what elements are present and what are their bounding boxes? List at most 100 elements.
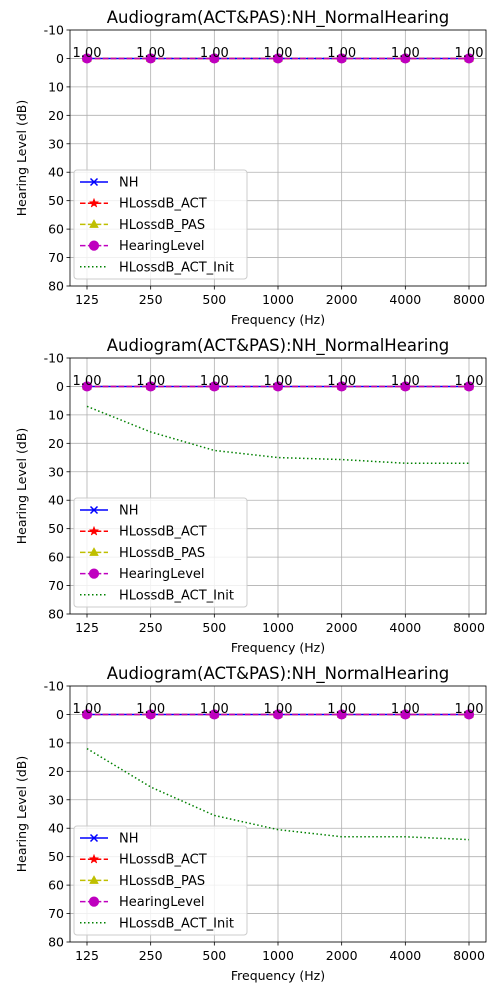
data-point <box>463 381 475 392</box>
chart-panel: Audiogram(ACT&PAS):NH_NormalHearing-1001… <box>14 664 487 983</box>
x-tick-label: 1000 <box>262 292 294 307</box>
x-tick-label: 250 <box>139 292 163 307</box>
data-point <box>81 381 93 392</box>
y-tick-label: 0 <box>56 379 64 394</box>
marker-x-stroke <box>89 177 99 187</box>
y-tick-label: 40 <box>48 821 64 836</box>
legend-entry-label: HearingLevel <box>119 895 205 910</box>
y-tick-label: 30 <box>48 464 64 479</box>
legend-box <box>73 169 248 280</box>
x-tick-label: 8000 <box>453 292 485 307</box>
legend-entry-label: HLossdB_ACT_Init <box>119 916 234 931</box>
data-point <box>145 381 156 392</box>
x-tick-label: 500 <box>202 292 226 307</box>
legend-entry-label: HearingLevel <box>119 567 205 582</box>
plot-frame <box>69 29 487 287</box>
data-point <box>145 709 156 720</box>
data-label: 1.00 <box>455 374 484 389</box>
legend-entry-label: HLossdB_ACT <box>119 525 207 540</box>
y-tick-label: 10 <box>48 735 64 750</box>
data-label: 1.00 <box>264 374 293 389</box>
plot-frame <box>69 357 487 615</box>
data-label: 1.00 <box>391 702 420 717</box>
y-tick-label: 30 <box>48 792 64 807</box>
data-label: 1.00 <box>73 374 102 389</box>
y-tick-label: 40 <box>48 493 64 508</box>
data-point <box>209 709 220 720</box>
y-tick-label: 70 <box>48 250 64 265</box>
data-label: 1.00 <box>455 702 484 717</box>
legend-entry-label: HLossdB_ACT <box>119 853 207 868</box>
y-tick-label: 80 <box>48 279 64 294</box>
y-axis-label: Hearing Level (dB) <box>14 100 29 216</box>
legend-marker <box>88 896 100 907</box>
data-label: 1.00 <box>327 46 356 61</box>
legend-box <box>73 497 248 608</box>
data-point <box>463 53 475 64</box>
data-point <box>336 709 347 720</box>
x-tick-label: 8000 <box>453 948 485 963</box>
y-tick-label: 40 <box>48 165 64 180</box>
x-axis-label: Frequency (Hz) <box>231 312 325 327</box>
data-label: 1.00 <box>264 702 293 717</box>
x-tick-label: 4000 <box>389 948 421 963</box>
y-tick-label: 60 <box>48 222 64 237</box>
legend-marker <box>89 177 99 187</box>
legend-entry-label: HLossdB_PAS <box>119 546 205 561</box>
y-tick-label: -10 <box>44 351 64 366</box>
marker-x-stroke <box>89 833 99 843</box>
x-tick-label: 1000 <box>262 948 294 963</box>
legend-marker <box>89 833 99 843</box>
x-tick-label: 1000 <box>262 620 294 635</box>
data-label: 1.00 <box>391 374 420 389</box>
legend-marker <box>88 197 100 208</box>
x-tick-label: 4000 <box>389 292 421 307</box>
data-point <box>336 53 347 64</box>
y-tick-label: 80 <box>48 935 64 950</box>
legend: NH HLossdB_ACT HLossdB_PAS HearingLevel HLos… <box>73 497 248 608</box>
x-axis-label: Frequency (Hz) <box>231 640 325 655</box>
x-tick-label: 4000 <box>389 620 421 635</box>
legend-marker <box>88 568 100 579</box>
legend-entry-label: NH <box>119 832 139 847</box>
data-label: 1.00 <box>327 702 356 717</box>
y-tick-label: 10 <box>48 79 64 94</box>
y-tick-label: 20 <box>48 436 64 451</box>
legend-box <box>73 825 248 936</box>
data-label: 1.00 <box>327 374 356 389</box>
legend: NH HLossdB_ACT HLossdB_PAS HearingLevel HLos… <box>73 169 248 280</box>
y-tick-label: 50 <box>48 193 64 208</box>
x-tick-label: 250 <box>139 620 163 635</box>
y-tick-label: 80 <box>48 607 64 622</box>
x-tick-label: 125 <box>75 292 99 307</box>
data-label: 1.00 <box>200 702 229 717</box>
x-tick-label: 2000 <box>326 620 358 635</box>
x-tick-label: 8000 <box>453 620 485 635</box>
legend: NH HLossdB_ACT HLossdB_PAS HearingLevel HLos… <box>73 825 248 936</box>
series-line <box>86 405 469 464</box>
data-point <box>400 53 411 64</box>
x-tick-label: 500 <box>202 948 226 963</box>
data-point <box>81 709 93 720</box>
legend-entry-label: HLossdB_PAS <box>119 874 205 889</box>
data-point <box>145 53 156 64</box>
y-tick-label: 30 <box>48 136 64 151</box>
legend-marker <box>89 875 99 884</box>
data-point <box>81 53 93 64</box>
chart-title: Audiogram(ACT&PAS):NH_NormalHearing <box>107 8 450 28</box>
legend-entry-label: HLossdB_PAS <box>119 218 205 233</box>
data-label: 1.00 <box>73 702 102 717</box>
chart-panel: Audiogram(ACT&PAS):NH_NormalHearing-1001… <box>14 8 487 327</box>
legend-marker <box>88 240 100 251</box>
x-tick-label: 2000 <box>326 948 358 963</box>
data-label: 1.00 <box>136 702 165 717</box>
data-label: 1.00 <box>200 46 229 61</box>
y-tick-label: 60 <box>48 878 64 893</box>
x-tick-label: 500 <box>202 620 226 635</box>
data-point <box>209 53 220 64</box>
chart-title: Audiogram(ACT&PAS):NH_NormalHearing <box>107 336 450 356</box>
y-tick-label: 70 <box>48 578 64 593</box>
y-tick-label: 10 <box>48 407 64 422</box>
legend-marker <box>88 853 100 864</box>
